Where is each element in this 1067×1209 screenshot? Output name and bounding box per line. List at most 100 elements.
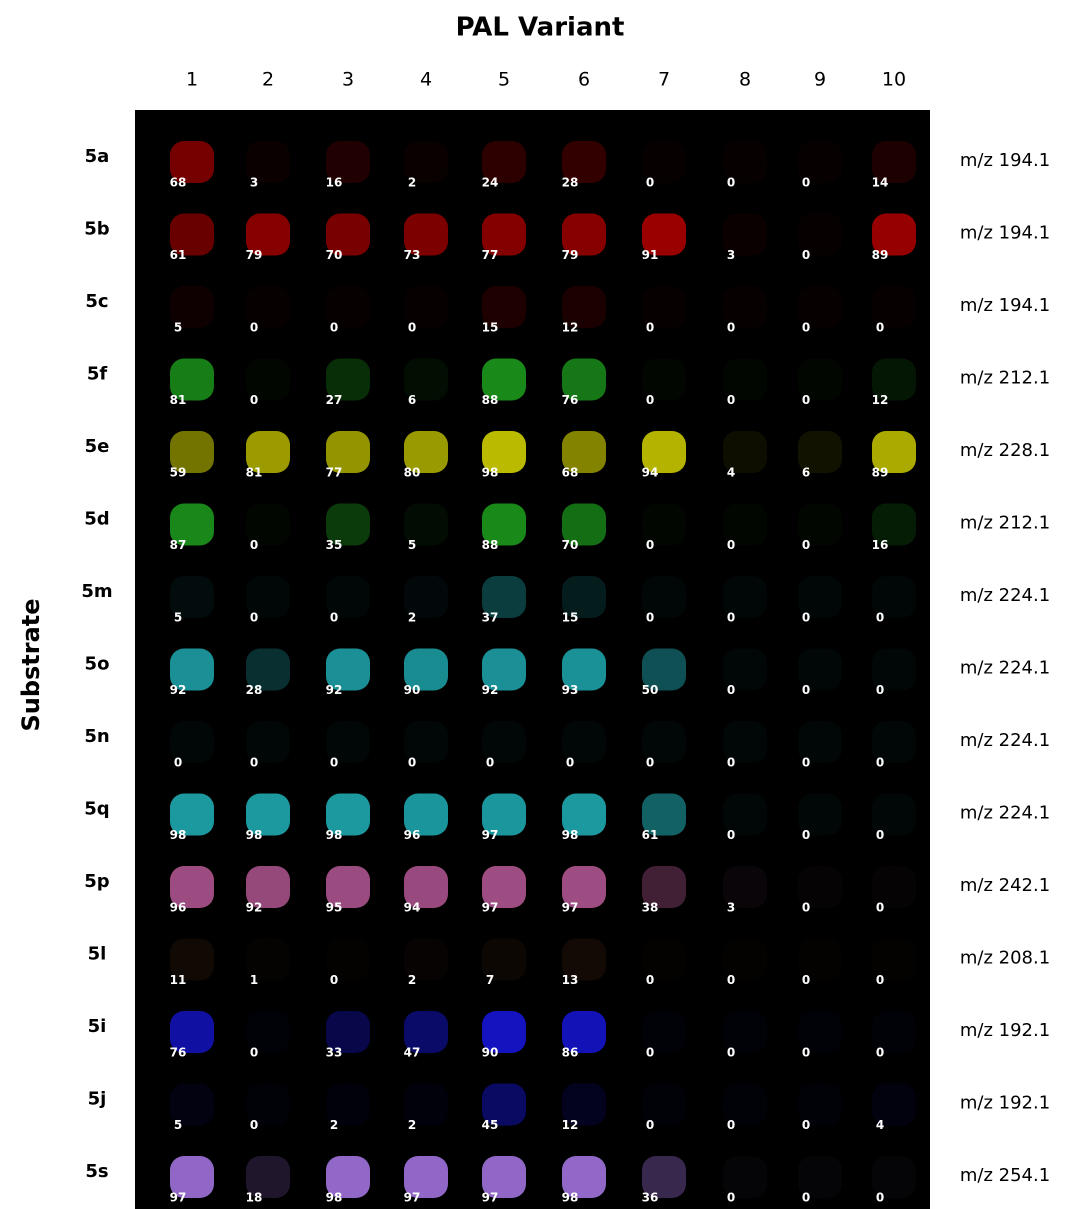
value-label: 92 [246, 901, 263, 915]
value-label: 0 [330, 973, 338, 987]
row-label: 5m [81, 581, 112, 602]
value-label: 88 [482, 393, 499, 407]
value-label: 86 [562, 1046, 579, 1060]
value-label: 0 [566, 756, 574, 770]
column-label: 2 [262, 69, 274, 91]
value-label: 0 [646, 393, 654, 407]
value-label: 98 [326, 828, 343, 842]
value-label: 80 [404, 466, 421, 480]
value-label: 24 [482, 176, 499, 190]
value-label: 92 [482, 683, 499, 697]
value-label: 0 [727, 1046, 735, 1060]
value-label: 0 [646, 756, 654, 770]
value-label: 81 [246, 466, 263, 480]
value-label: 16 [872, 538, 889, 552]
mz-label: m/z 212.1 [960, 513, 1050, 534]
value-label: 0 [876, 828, 884, 842]
value-label: 0 [330, 321, 338, 335]
mz-label: m/z 194.1 [960, 223, 1050, 244]
column-label: 8 [739, 69, 751, 91]
value-label: 0 [727, 321, 735, 335]
value-label: 91 [642, 248, 659, 262]
value-label: 0 [727, 611, 735, 625]
row-label: 5f [87, 364, 108, 385]
value-label: 2 [408, 611, 416, 625]
column-label: 4 [420, 69, 432, 91]
row-label: 5p [84, 871, 110, 892]
value-label: 70 [562, 538, 579, 552]
value-label: 79 [246, 248, 263, 262]
value-label: 94 [404, 901, 421, 915]
mz-label: m/z 242.1 [960, 875, 1050, 896]
value-label: 89 [872, 466, 889, 480]
value-label: 98 [482, 466, 499, 480]
value-label: 0 [727, 828, 735, 842]
value-label: 0 [408, 756, 416, 770]
value-label: 98 [562, 828, 579, 842]
value-label: 3 [250, 176, 258, 190]
value-label: 0 [802, 1046, 810, 1060]
value-label: 81 [170, 393, 187, 407]
value-label: 4 [727, 466, 735, 480]
mz-label: m/z 208.1 [960, 948, 1050, 969]
value-label: 15 [562, 611, 579, 625]
value-label: 68 [170, 176, 187, 190]
value-label: 0 [876, 611, 884, 625]
value-label: 7 [486, 973, 494, 987]
value-label: 0 [802, 538, 810, 552]
value-label: 14 [872, 176, 889, 190]
row-label: 5o [85, 654, 110, 675]
mz-label: m/z 192.1 [960, 1020, 1050, 1041]
value-label: 0 [802, 973, 810, 987]
value-label: 0 [876, 1191, 884, 1205]
value-label: 0 [802, 248, 810, 262]
row-label: 5c [85, 291, 108, 312]
value-label: 98 [562, 1191, 579, 1205]
value-label: 37 [482, 611, 499, 625]
value-label: 0 [727, 393, 735, 407]
value-label: 0 [646, 611, 654, 625]
value-label: 0 [250, 393, 258, 407]
value-label: 73 [404, 248, 421, 262]
value-label: 61 [642, 828, 659, 842]
value-label: 1 [250, 973, 258, 987]
value-label: 92 [170, 683, 187, 697]
value-label: 0 [250, 321, 258, 335]
mz-label: m/z 224.1 [960, 803, 1050, 824]
column-label: 5 [498, 69, 510, 91]
mz-label: m/z 228.1 [960, 440, 1050, 461]
row-label: 5j [88, 1089, 107, 1110]
value-label: 5 [174, 1118, 182, 1132]
value-label: 12 [872, 393, 889, 407]
row-label: 5i [88, 1016, 107, 1037]
column-label: 6 [578, 69, 590, 91]
value-label: 98 [170, 828, 187, 842]
row-label: 5s [85, 1161, 108, 1182]
value-label: 16 [326, 176, 343, 190]
mz-label: m/z 224.1 [960, 658, 1050, 679]
value-label: 79 [562, 248, 579, 262]
value-label: 92 [326, 683, 343, 697]
value-label: 18 [246, 1191, 263, 1205]
value-label: 28 [562, 176, 579, 190]
mz-label: m/z 224.1 [960, 730, 1050, 751]
column-label: 10 [882, 69, 906, 91]
value-label: 0 [802, 683, 810, 697]
value-label: 12 [562, 1118, 579, 1132]
value-label: 28 [246, 683, 263, 697]
value-label: 97 [562, 901, 579, 915]
value-label: 0 [727, 1191, 735, 1205]
value-label: 0 [250, 1118, 258, 1132]
value-label: 4 [876, 1118, 884, 1132]
value-label: 76 [562, 393, 579, 407]
value-label: 0 [250, 538, 258, 552]
value-label: 0 [250, 611, 258, 625]
value-label: 77 [326, 466, 343, 480]
value-label: 77 [482, 248, 499, 262]
mz-label: m/z 224.1 [960, 585, 1050, 606]
value-label: 0 [876, 756, 884, 770]
value-label: 27 [326, 393, 343, 407]
value-label: 88 [482, 538, 499, 552]
value-label: 98 [246, 828, 263, 842]
value-label: 5 [408, 538, 416, 552]
